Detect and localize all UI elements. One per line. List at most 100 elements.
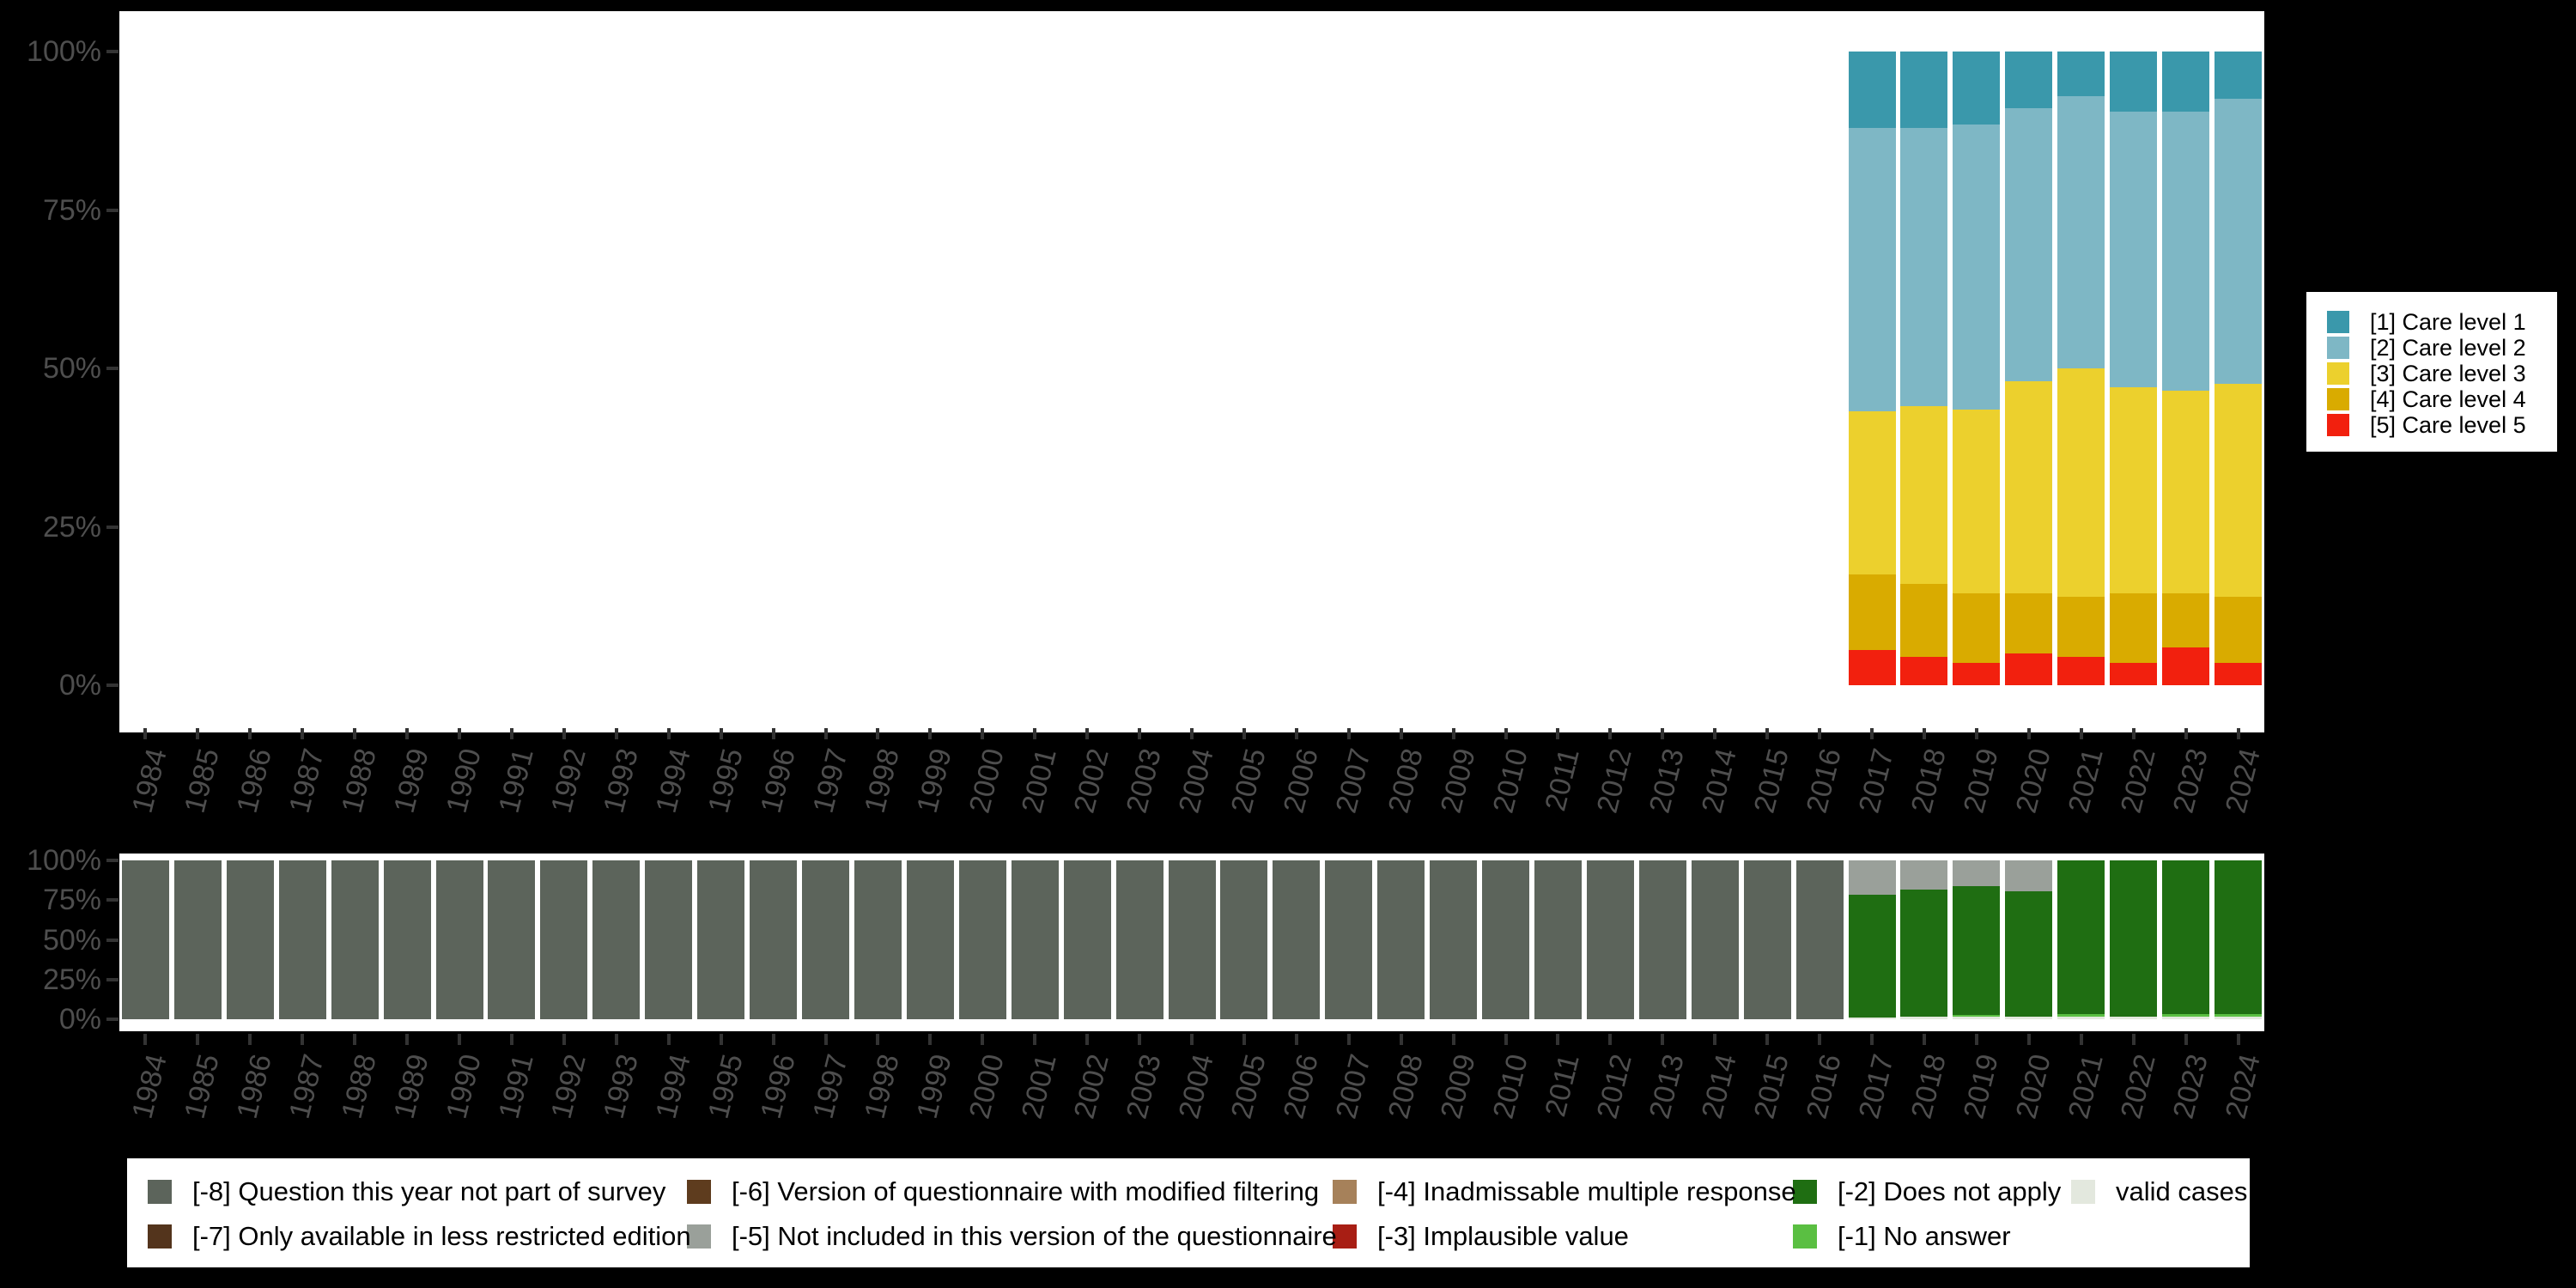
x-axis-tick <box>1608 1034 1613 1045</box>
x-axis-year-label: 1986 <box>231 1051 279 1122</box>
bar-segment <box>2005 108 2053 381</box>
bar-segment <box>121 860 169 1019</box>
x-axis-tick <box>1870 728 1874 739</box>
bar-2008 <box>1377 860 1425 1019</box>
x-axis-year-label: 2017 <box>1852 745 1900 817</box>
bar-segment <box>1743 860 1791 1019</box>
bar-segment <box>1953 52 2001 125</box>
x-axis-year-label: 1989 <box>387 745 435 817</box>
x-axis-year-label: 2000 <box>963 1051 1012 1122</box>
bar-2009 <box>1430 860 1478 1019</box>
legend-label: [-8] Question this year not part of surv… <box>192 1176 666 1206</box>
x-axis-year-label: 2022 <box>2114 745 2162 817</box>
x-axis-year-label: 2006 <box>1277 1051 1325 1122</box>
x-axis-year-label: 2020 <box>2009 745 2057 817</box>
bar-1997 <box>802 860 849 1019</box>
x-axis-tick <box>1346 728 1351 739</box>
x-axis-year-label: 1988 <box>335 1051 384 1122</box>
x-axis-tick <box>301 1034 305 1045</box>
bar-segment <box>1848 650 1896 685</box>
bar-segment <box>2110 112 2158 388</box>
bar-1992 <box>540 860 588 1019</box>
legend-label: [-2] Does not apply <box>1838 1176 2062 1206</box>
bar-segment <box>383 860 431 1019</box>
bar-segment <box>1848 52 1896 128</box>
bar-segment <box>1848 574 1896 651</box>
bar-segment <box>2057 1014 2105 1018</box>
bar-2018 <box>1900 860 1948 1019</box>
bar-segment <box>2215 384 2263 597</box>
legend-label: [-7] Only available in less restricted e… <box>192 1221 691 1251</box>
x-axis-year-label: 2014 <box>1695 745 1744 817</box>
bar-segment <box>958 860 1006 1019</box>
x-axis-tick <box>876 1034 880 1045</box>
bar-segment <box>1063 860 1111 1019</box>
legend-swatch <box>687 1224 711 1249</box>
y-axis-tick-label: 50% <box>42 352 101 385</box>
x-axis-tick <box>2079 728 2083 739</box>
x-axis-year-label: 1995 <box>702 1051 750 1122</box>
bar-segment <box>1953 663 2001 685</box>
x-axis-tick <box>1974 1034 1978 1045</box>
legend-swatch <box>2327 337 2349 359</box>
bar-segment <box>1900 890 1948 1018</box>
x-axis-year-label: 1984 <box>126 1051 174 1122</box>
bar-segment <box>1848 411 1896 574</box>
bar-segment <box>1638 860 1686 1019</box>
bar-segment <box>2057 95 2105 368</box>
bar-segment <box>2057 368 2105 597</box>
x-axis-tick <box>1033 728 1037 739</box>
x-axis-year-label: 2015 <box>1747 1051 1796 1122</box>
bar-2023 <box>2162 52 2210 685</box>
bar-segment <box>1900 52 1948 128</box>
x-axis-tick <box>2026 1034 2031 1045</box>
x-axis-tick <box>196 728 200 739</box>
bar-segment <box>2005 653 2053 685</box>
x-axis-tick <box>1922 728 1926 739</box>
x-axis-year-label: 1985 <box>179 1051 227 1122</box>
bar-segment <box>1377 860 1425 1019</box>
x-axis-tick <box>771 728 775 739</box>
x-axis-tick <box>1922 1034 1926 1045</box>
x-axis-year-label: 1998 <box>859 1051 907 1122</box>
x-axis-year-label: 1993 <box>597 745 645 817</box>
legend-label: [-1] No answer <box>1838 1221 2011 1251</box>
x-axis-tick <box>2184 1034 2188 1045</box>
x-axis-year-label: 2007 <box>1329 745 1377 817</box>
x-axis-year-label: 1998 <box>859 745 907 817</box>
x-axis-year-label: 2005 <box>1224 745 1273 817</box>
x-axis-tick <box>248 1034 252 1045</box>
x-axis-year-label: 1986 <box>231 745 279 817</box>
bar-segment <box>2215 99 2263 385</box>
legend-swatch <box>2071 1180 2095 1204</box>
bar-segment <box>1482 860 1530 1019</box>
bar-segment <box>2057 860 2105 1015</box>
x-axis-year-label: 2003 <box>1120 1051 1168 1122</box>
bar-segment <box>1220 860 1268 1019</box>
bar-segment <box>2057 1017 2105 1019</box>
x-axis-tick <box>719 1034 723 1045</box>
missing-values-chart-plot-area <box>119 854 2264 1031</box>
bar-segment <box>2215 860 2263 1015</box>
x-axis-tick <box>1765 1034 1770 1045</box>
x-axis-tick <box>509 1034 513 1045</box>
legend-label: [2] Care level 2 <box>2370 335 2526 361</box>
bar-segment <box>2162 647 2210 685</box>
bar-1999 <box>906 860 954 1019</box>
y-axis-tick <box>106 859 118 862</box>
x-axis-year-label: 2013 <box>1643 745 1692 817</box>
care-level-chart-plot-area <box>119 11 2264 732</box>
y-axis-tick-label: 50% <box>42 923 101 957</box>
bar-segment <box>1691 860 1739 1019</box>
bar-segment <box>1168 860 1216 1019</box>
bar-segment <box>1848 860 1896 895</box>
legend-swatch <box>1333 1224 1357 1249</box>
bar-2013 <box>1638 860 1686 1019</box>
x-axis-tick <box>1556 1034 1560 1045</box>
x-axis-tick <box>1504 728 1508 739</box>
x-axis-tick <box>1818 1034 1822 1045</box>
x-axis-year-label: 2008 <box>1382 745 1430 817</box>
x-axis-year-label: 1999 <box>911 1051 959 1122</box>
y-axis-tick-label: 25% <box>42 510 101 544</box>
x-axis-year-label: 1984 <box>126 745 174 817</box>
